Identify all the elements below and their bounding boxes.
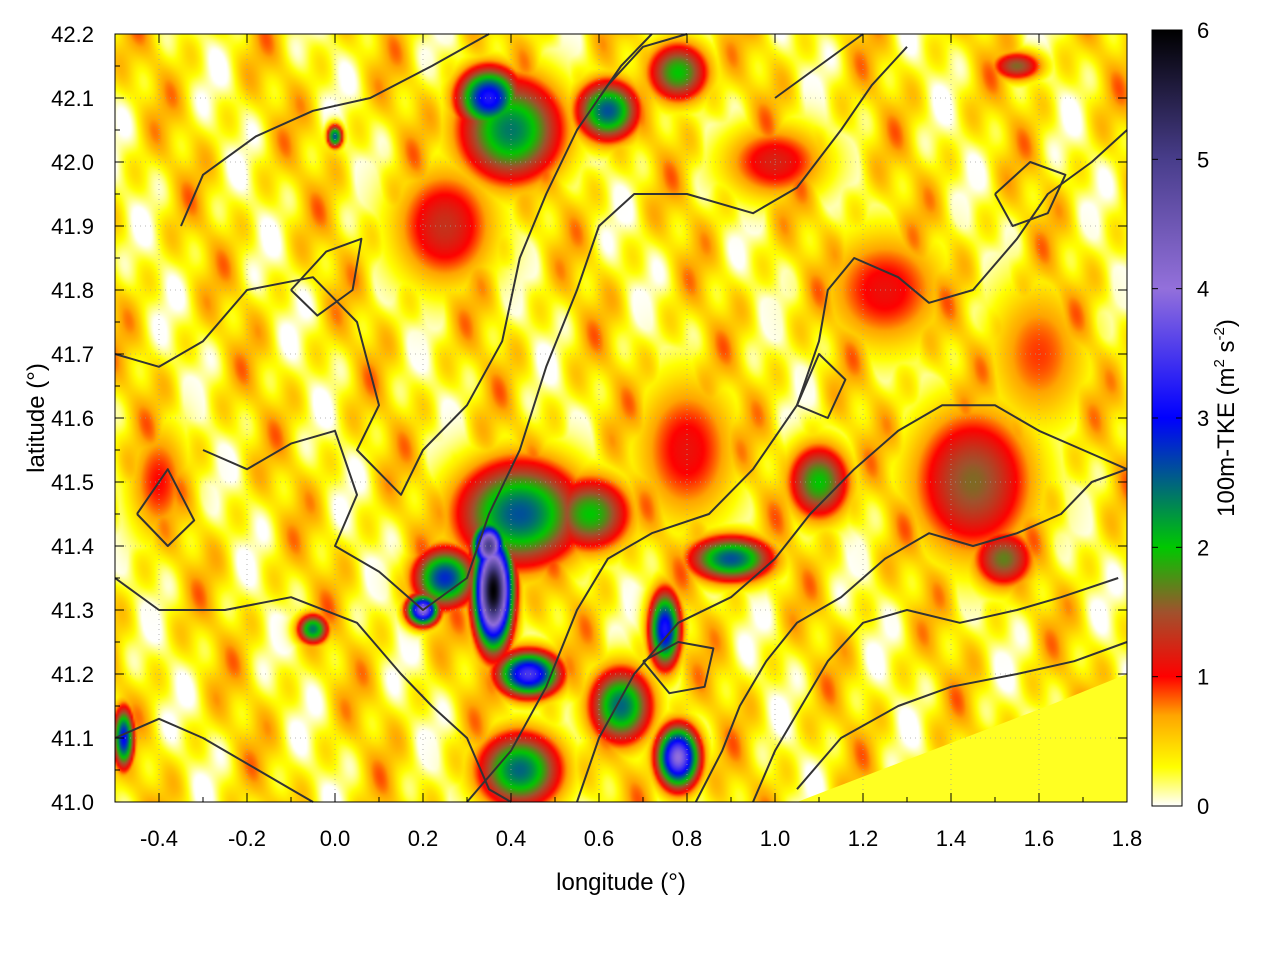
y-tick-label: 42.1 xyxy=(51,86,94,111)
sea-area xyxy=(797,674,1127,802)
colorbar-label: 100m-TKE (m2 s-2) xyxy=(1211,319,1240,517)
colorbar-tick-label: 2 xyxy=(1197,535,1209,560)
y-tick-label: 42.0 xyxy=(51,150,94,175)
x-tick-label: 1.2 xyxy=(848,826,879,851)
colorbar-tick-label: 3 xyxy=(1197,406,1209,431)
contour-line xyxy=(642,641,715,695)
y-tick-label: 41.9 xyxy=(51,214,94,239)
x-tick-label: 0.6 xyxy=(584,826,615,851)
x-tick-label: 1.6 xyxy=(1024,826,1055,851)
y-tick-label: 41.3 xyxy=(51,598,94,623)
x-tick-label: -0.4 xyxy=(140,826,178,851)
y-tick-label: 41.7 xyxy=(51,342,94,367)
x-axis-ticks: -0.4 -0.2 0.0 0.2 0.4 0.6 0.8 1.0 1.2 1.4 1.6 1.8 xyxy=(140,34,1142,851)
contour-line xyxy=(774,33,864,99)
x-tick-label: 1.8 xyxy=(1112,826,1143,851)
colorbar-tick-label: 0 xyxy=(1197,794,1209,819)
y-tick-label: 41.4 xyxy=(51,534,94,559)
x-axis-label: longitude (°) xyxy=(556,869,686,896)
contour-line xyxy=(694,468,1128,803)
colorbar-tick-label: 6 xyxy=(1197,18,1209,43)
x-tick-label: 0.2 xyxy=(408,826,439,851)
colorbar-label-sup2: -2 xyxy=(1211,327,1228,340)
y-tick-label: 41.2 xyxy=(51,662,94,687)
colorbar-tick-label: 1 xyxy=(1197,665,1209,690)
y-axis-label: latitude (°) xyxy=(23,363,50,473)
colorbar-label-end: ) xyxy=(1213,319,1240,327)
y-tick-label: 41.6 xyxy=(51,406,94,431)
x-tick-label: 0.4 xyxy=(496,826,527,851)
contour-line xyxy=(994,161,1067,227)
y-tick-label: 41.5 xyxy=(51,470,94,495)
y-axis-ticks: 41.0 41.1 41.2 41.3 41.4 41.5 41.6 41.7 41.8 41.9… xyxy=(51,22,1127,815)
x-tick-label: 0.0 xyxy=(320,826,351,851)
y-tick-label: 41.0 xyxy=(51,790,94,815)
x-tick-label: 0.8 xyxy=(672,826,703,851)
contour-line xyxy=(598,33,653,99)
y-tick-label: 41.1 xyxy=(51,726,94,751)
contour-line xyxy=(114,33,688,496)
colorbar-tick-label: 5 xyxy=(1197,147,1209,172)
grid-lines xyxy=(115,33,1128,803)
colorbar: 0 1 2 3 4 5 6 xyxy=(1151,18,1209,819)
contour-line xyxy=(466,129,1128,803)
contour-line xyxy=(752,577,1119,803)
contour-line xyxy=(114,577,512,803)
y-tick-label: 42.2 xyxy=(51,22,94,47)
contour-line xyxy=(202,46,908,611)
contour-line xyxy=(796,641,1128,790)
contour-line xyxy=(796,353,847,419)
colorbar-label-mid: s xyxy=(1213,340,1240,359)
colorbar-label-sup1: 2 xyxy=(1211,359,1228,367)
y-tick-label: 41.8 xyxy=(51,278,94,303)
contour-line xyxy=(136,468,196,547)
terrain-contours xyxy=(114,33,1128,803)
x-tick-label: 1.4 xyxy=(936,826,967,851)
x-tick-label: -0.2 xyxy=(228,826,266,851)
x-tick-label: 1.0 xyxy=(760,826,791,851)
sea-region xyxy=(797,674,1127,802)
colorbar-label-main: 100m-TKE (m xyxy=(1213,368,1240,517)
contour-line xyxy=(114,717,314,803)
contour-line xyxy=(576,404,1128,803)
colorbar-tick-label: 4 xyxy=(1197,277,1209,302)
contour-line xyxy=(290,237,363,317)
contour-line xyxy=(180,33,490,227)
